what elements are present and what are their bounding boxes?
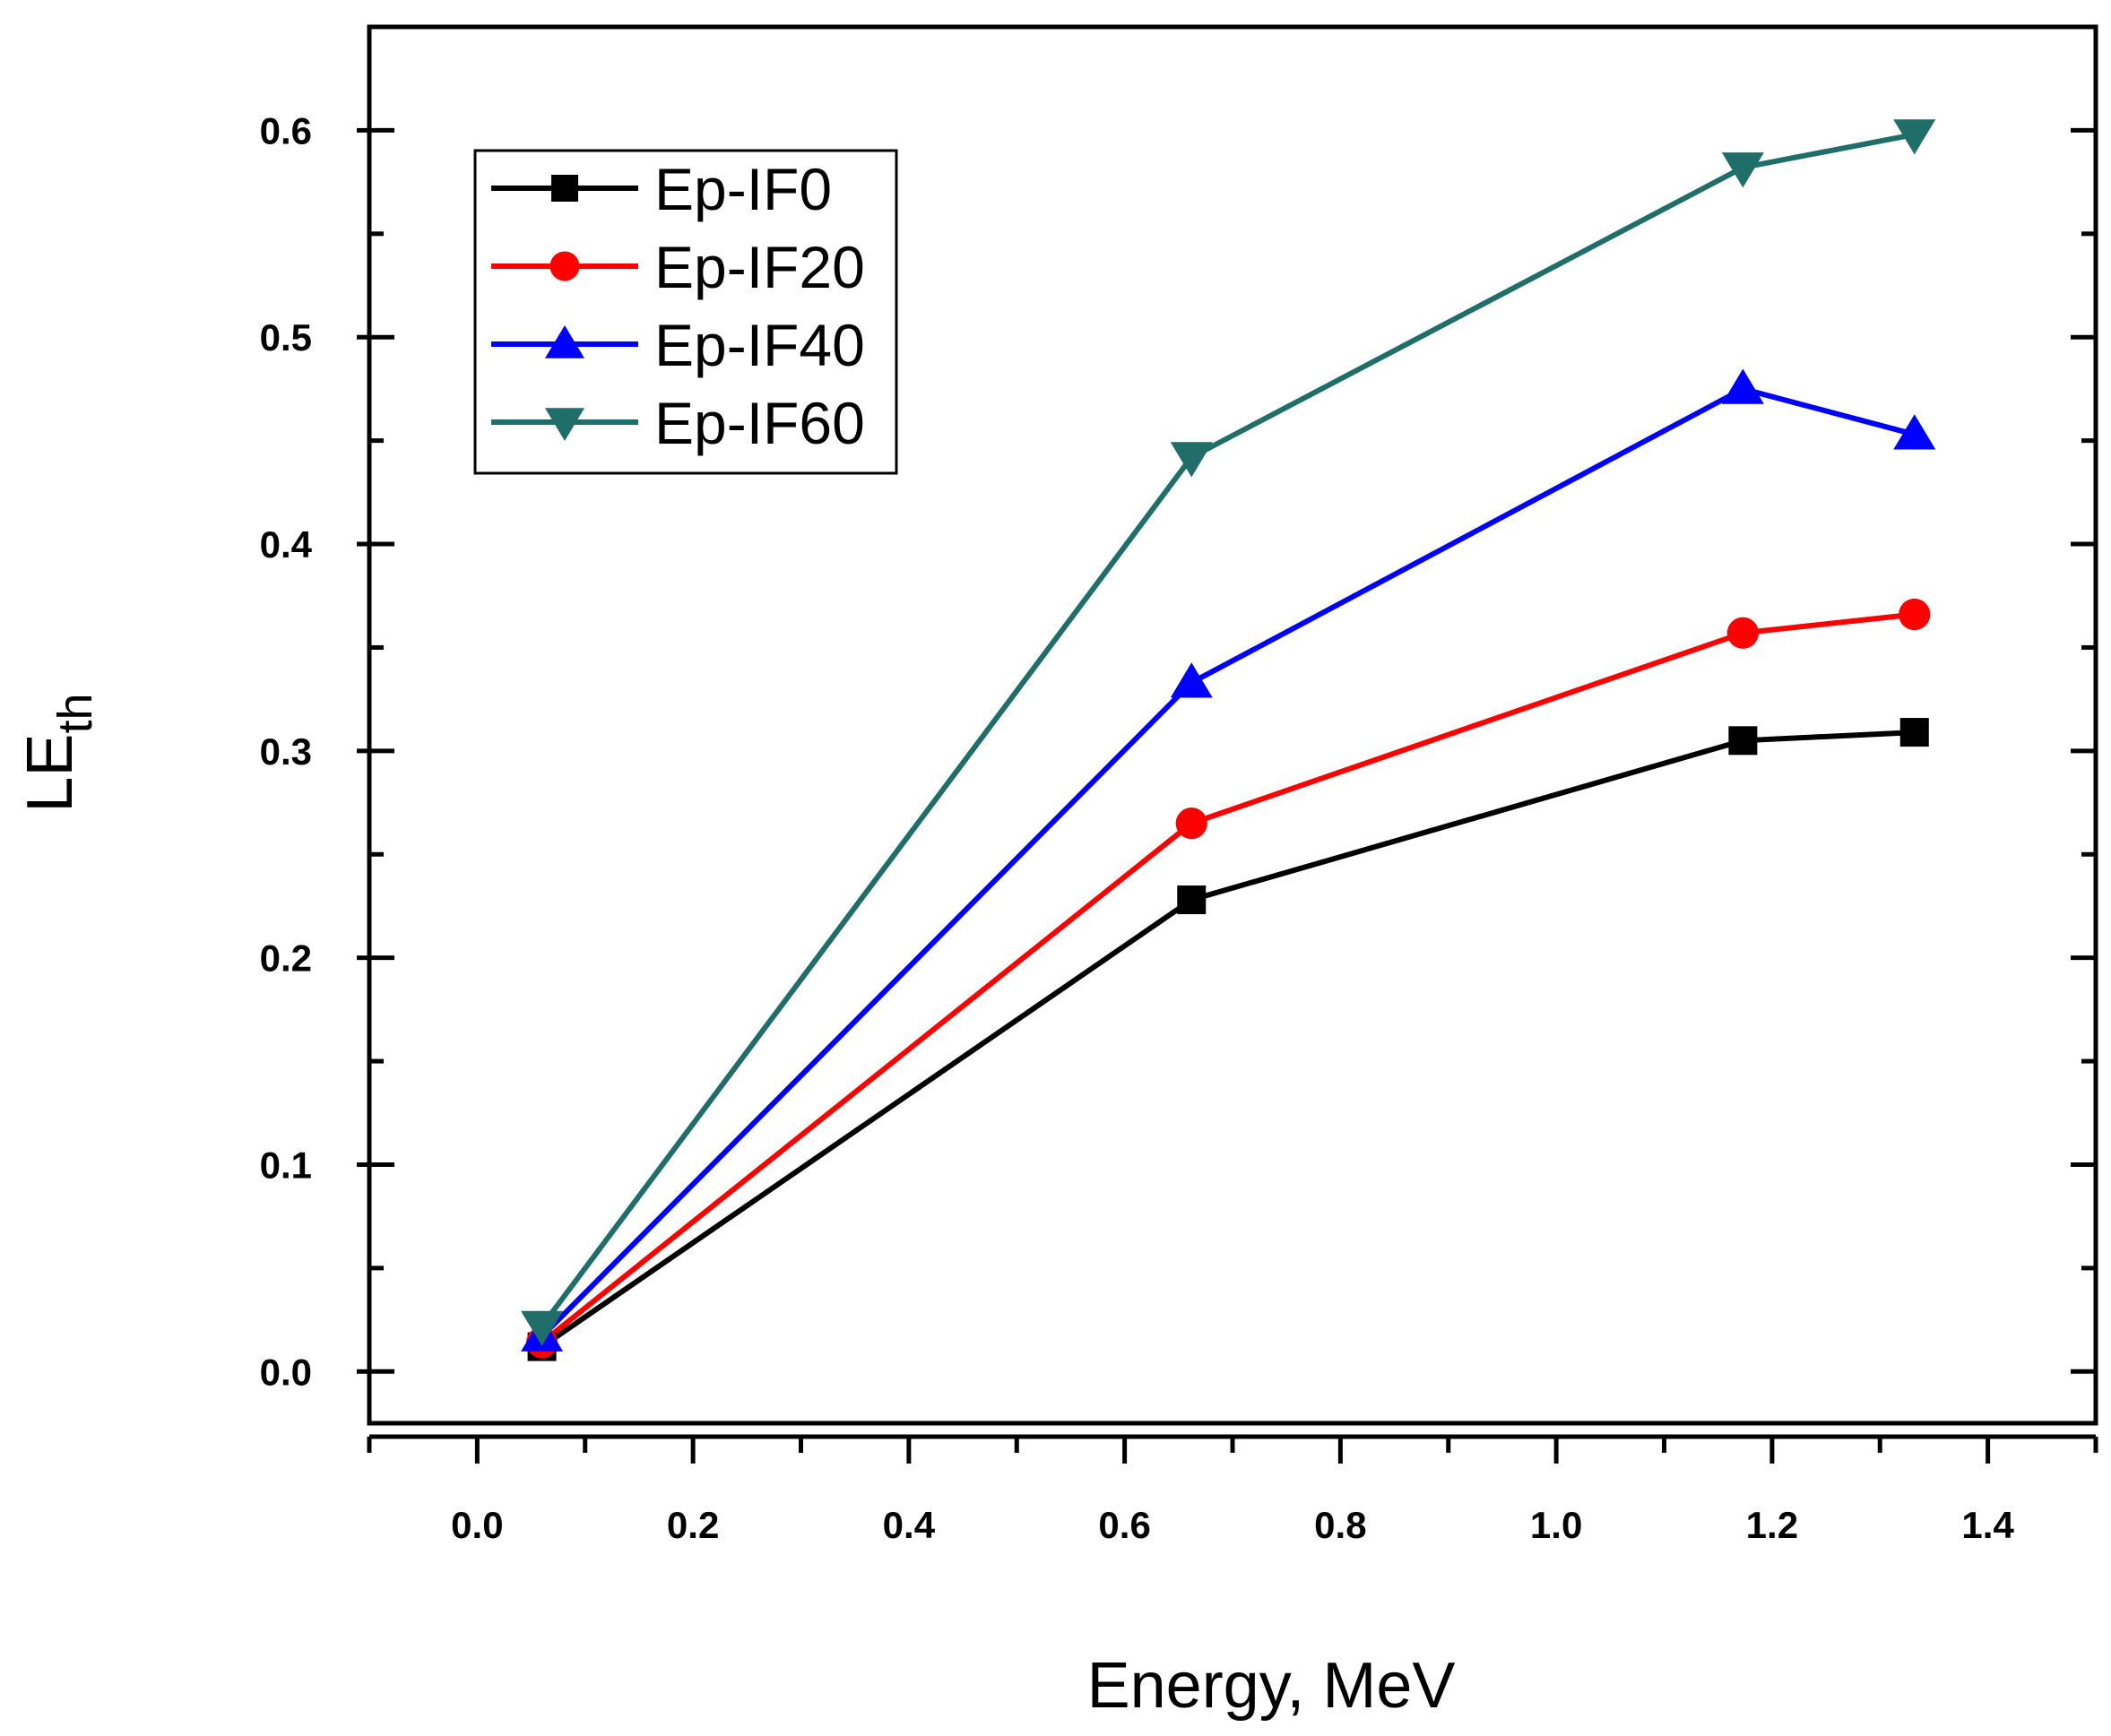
legend-label: Ep-IF20	[654, 234, 865, 300]
series-line-ep-if20	[539, 611, 1917, 1345]
data-point-ep-if20	[1899, 598, 1931, 631]
legend: Ep-IF0 Ep-IF20 Ep-IF40 Ep-IF60	[473, 149, 898, 475]
legend-label: Ep-IF40	[654, 312, 865, 378]
data-point-ep-if40	[1170, 662, 1213, 698]
y-axis-title-main: LE	[14, 733, 86, 812]
series-line-ep-if40	[539, 385, 1917, 1340]
x-tick-label: 0.6	[1098, 1504, 1150, 1546]
y-axis-title-subscript: th	[48, 693, 102, 733]
x-tick-label: 0.2	[667, 1504, 719, 1546]
legend-marker-ep-if20	[549, 251, 580, 281]
y-tick-label: 0.5	[260, 316, 312, 358]
y-tick-label: 0.1	[260, 1144, 312, 1186]
x-tick-label: 0.8	[1314, 1504, 1366, 1546]
legend-items: Ep-IF0 Ep-IF20 Ep-IF40 Ep-IF60	[491, 156, 865, 456]
series-line-ep-if0	[539, 730, 1917, 1350]
y-tick-label: 0.6	[260, 109, 312, 151]
legend-label: Ep-IF0	[654, 156, 832, 222]
data-point-ep-if40	[1721, 368, 1764, 404]
y-tick-label: 0.2	[260, 937, 312, 980]
x-tick-label: 0.4	[883, 1504, 936, 1546]
data-point-ep-if20	[1175, 808, 1207, 840]
legend-marker-ep-if0	[551, 175, 578, 202]
series-lines	[539, 132, 1917, 1350]
x-axis-title: Energy, MeV	[1087, 1650, 1456, 1722]
series-markers	[521, 119, 1936, 1361]
data-point-ep-if0	[1177, 885, 1207, 915]
data-point-ep-if60	[521, 1310, 564, 1346]
x-tick-label: 0.0	[451, 1504, 503, 1546]
data-point-ep-if20	[1726, 617, 1759, 649]
y-tick-label: 0.0	[260, 1351, 312, 1393]
legend-label: Ep-IF60	[654, 390, 865, 456]
data-point-ep-if60	[1721, 152, 1764, 188]
data-point-ep-if40	[1893, 414, 1936, 450]
series-line-ep-if60	[539, 132, 1917, 1329]
x-tick-label: 1.2	[1746, 1504, 1798, 1546]
legend-marker-ep-if60	[544, 408, 585, 441]
data-point-ep-if0	[1899, 718, 1929, 747]
ticks: 0.0 0.2 0.4 0.6 0.8 1.0 1.2 1.4 0.0 0.1 0.2 0.3 0.4 0…	[260, 109, 2098, 1546]
data-point-ep-if60	[1893, 119, 1936, 155]
y-axis-title: LEth	[14, 693, 102, 812]
y-tick-label: 0.3	[260, 730, 312, 773]
x-tick-label: 1.0	[1530, 1504, 1582, 1546]
data-point-ep-if60	[1170, 442, 1213, 478]
data-point-ep-if0	[1728, 726, 1758, 756]
legend-marker-ep-if40	[544, 325, 585, 358]
x-tick-label: 1.4	[1961, 1504, 2014, 1546]
plot-frame	[367, 24, 2098, 1426]
y-tick-label: 0.4	[260, 523, 313, 566]
